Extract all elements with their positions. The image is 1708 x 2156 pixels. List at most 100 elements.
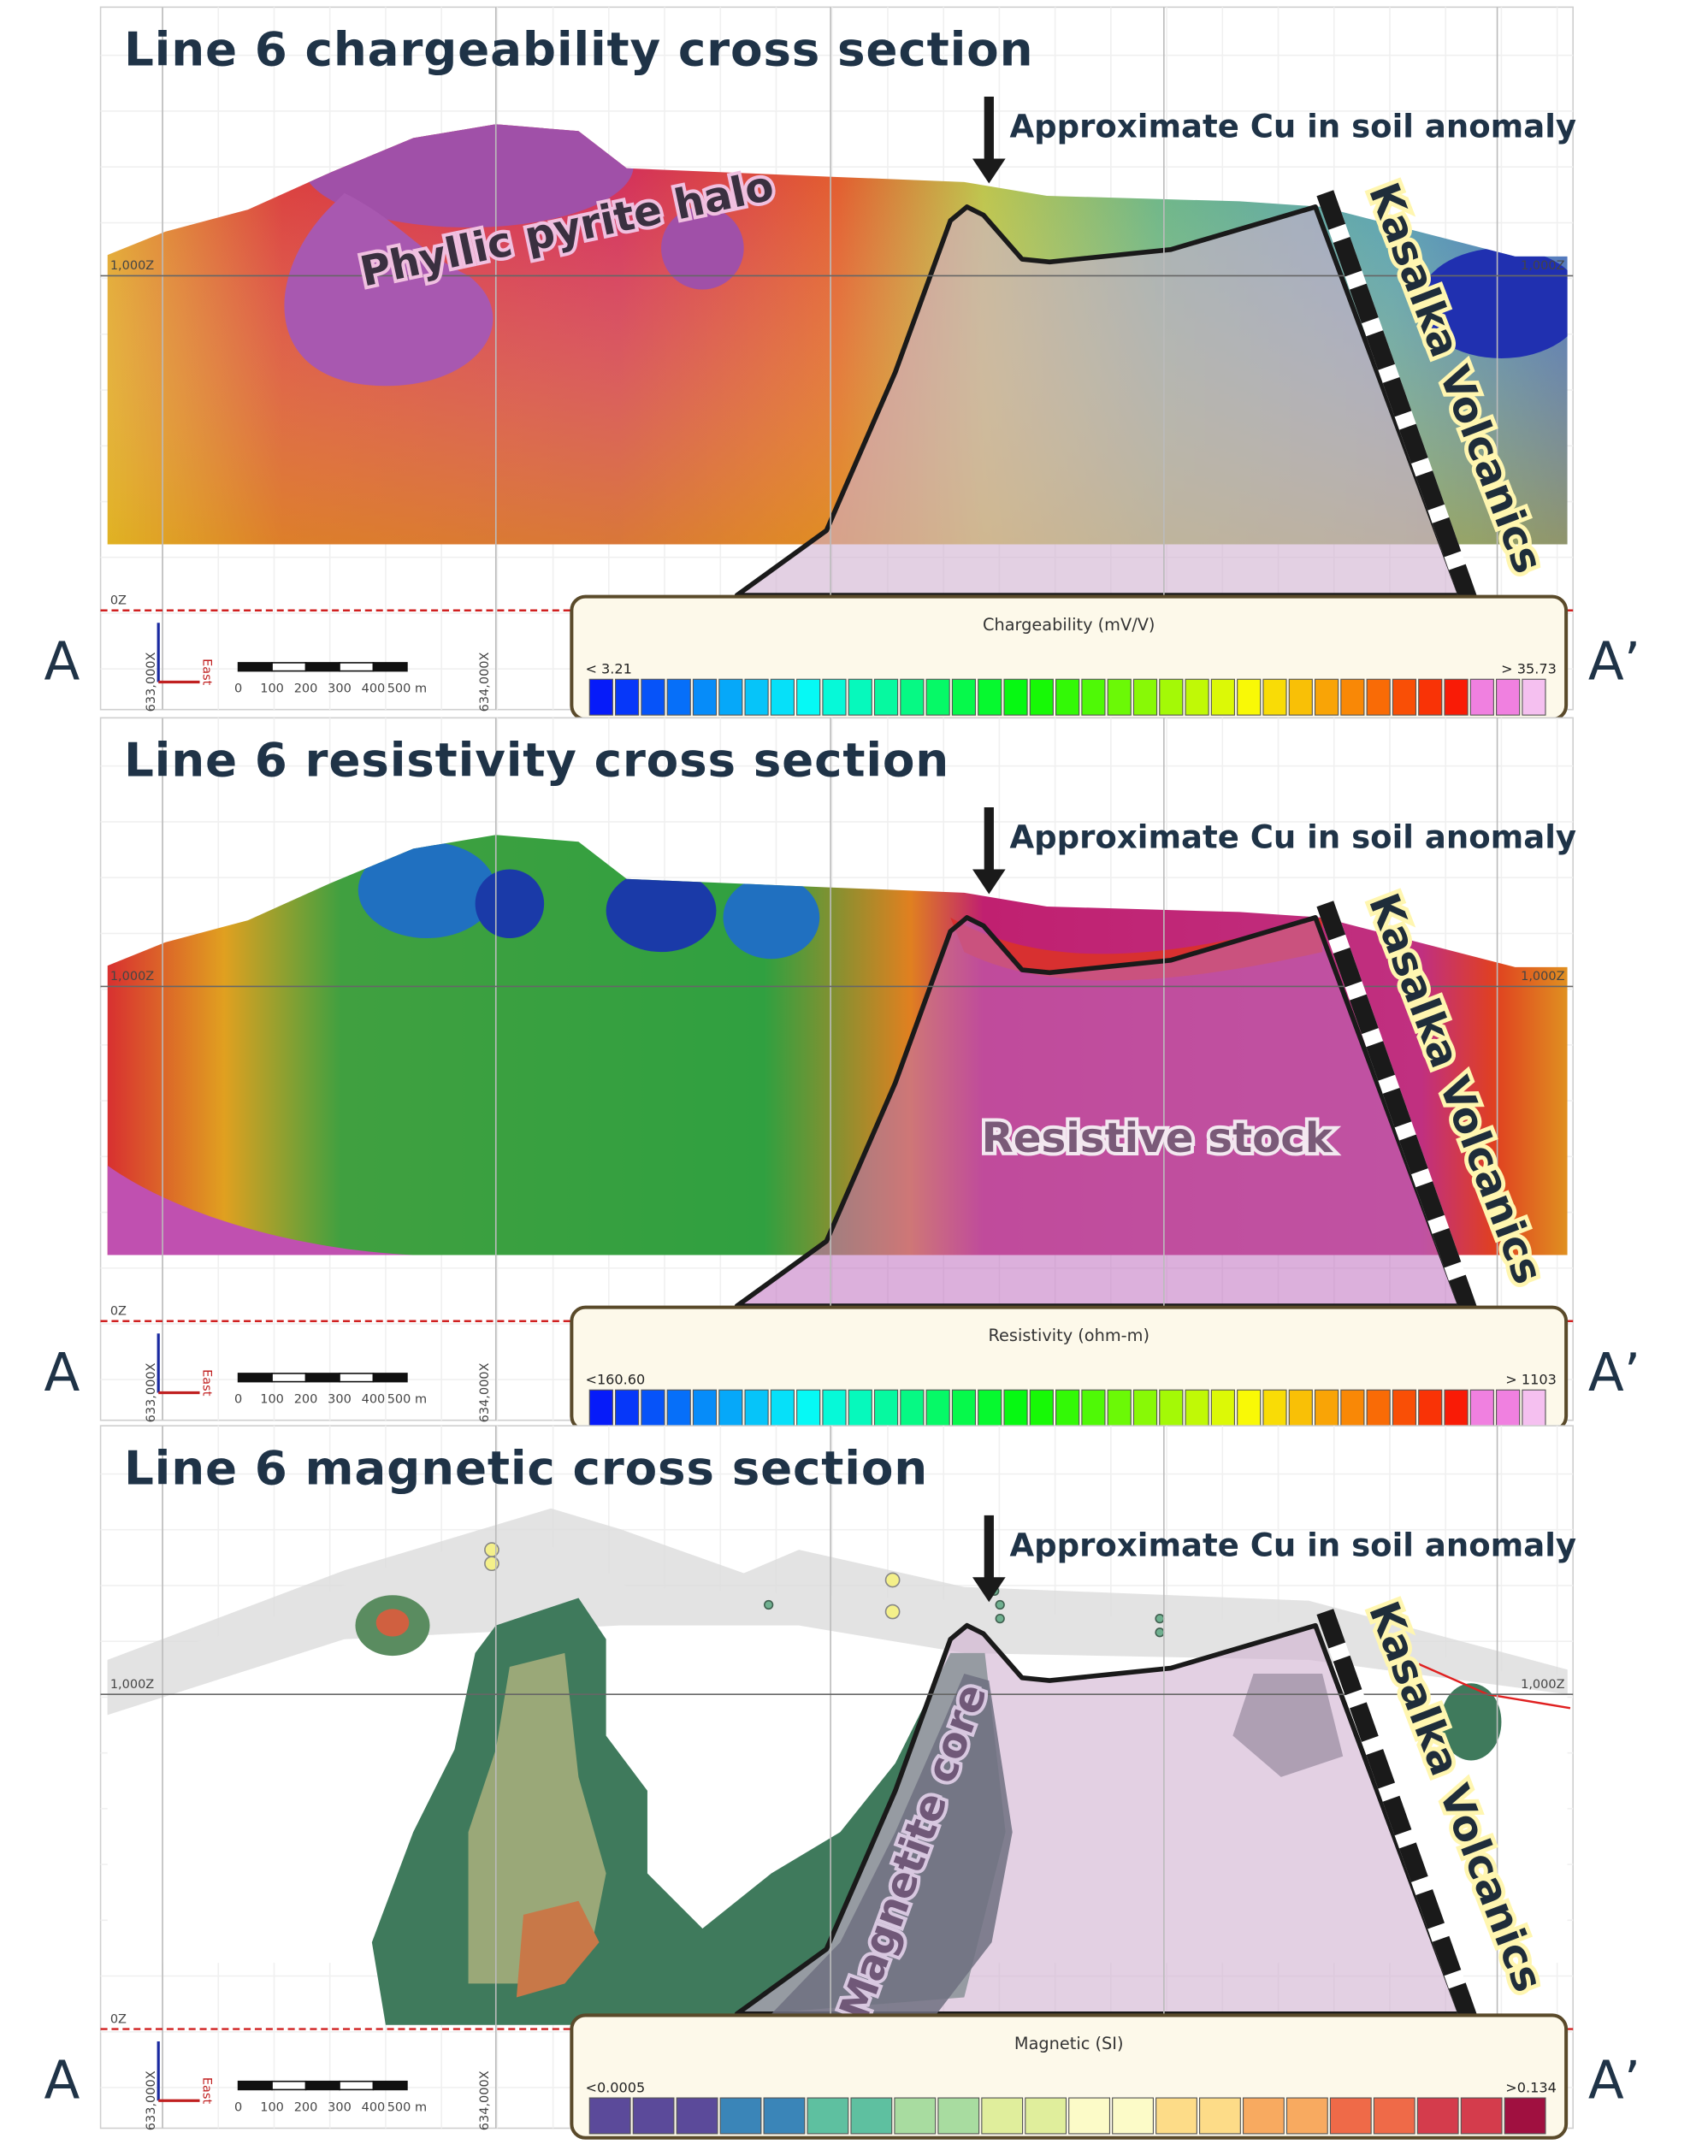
legend-swatch xyxy=(1132,1389,1158,1427)
legend-swatch xyxy=(666,678,691,716)
legend-swatch xyxy=(937,2097,980,2135)
legend-swatch xyxy=(1068,2097,1111,2135)
legend-swatch xyxy=(873,678,899,716)
magnetite-core xyxy=(771,1674,1013,2014)
legend-swatch xyxy=(641,678,665,716)
legend-swatch xyxy=(763,2097,806,2135)
elevation-label: 1,000Z xyxy=(1521,259,1564,273)
high-resistivity xyxy=(107,1165,414,1255)
legend-swatch xyxy=(692,678,718,716)
fault-line xyxy=(1316,901,1480,1320)
elevation-label: 1,000Z xyxy=(1521,970,1564,983)
legend-swatch xyxy=(1288,678,1313,716)
legend-swatch xyxy=(1055,678,1080,716)
legend-swatch xyxy=(744,678,769,716)
legend-swatch xyxy=(925,1389,950,1427)
title: Line 6 magnetic cross section xyxy=(124,1440,928,1495)
scale-label: 400 xyxy=(362,1393,386,1407)
drillhole-point xyxy=(884,1604,901,1620)
legend-swatch xyxy=(1496,1389,1521,1427)
legend-swatch xyxy=(1329,2097,1372,2135)
stock-outline xyxy=(734,915,1463,1308)
scale-segment xyxy=(271,2080,307,2091)
title: Line 6 chargeability cross section xyxy=(124,22,1033,77)
anomaly-arrowhead xyxy=(972,869,1006,895)
legend-swatch xyxy=(1237,1389,1262,1427)
legend-swatch xyxy=(615,1389,640,1427)
scale-label: 500 m xyxy=(387,1393,427,1407)
legend-swatch xyxy=(822,678,847,716)
legend-swatch xyxy=(1025,2097,1067,2135)
axis-label: East xyxy=(200,2077,214,2105)
elevation-label: 1,000Z xyxy=(110,1678,154,1692)
easting-label: 634,000X xyxy=(478,2070,492,2130)
legend-swatch xyxy=(1469,1389,1494,1427)
sample-point xyxy=(764,1599,774,1610)
elevation-label: 1,000Z xyxy=(110,259,154,273)
magnetic-body xyxy=(1440,1683,1502,1761)
easting-label: 633,000X xyxy=(145,1363,158,1423)
legend-swatch xyxy=(1496,678,1521,716)
sample-point xyxy=(1155,1613,1165,1624)
legend-swatch xyxy=(770,678,795,716)
scale-label: 200 xyxy=(294,2100,318,2114)
scale-segment xyxy=(339,2080,375,2091)
legend-swatch xyxy=(1081,678,1106,716)
section-end: A xyxy=(44,2051,80,2112)
legend-swatch xyxy=(1081,1389,1106,1427)
legend-swatch xyxy=(796,678,821,716)
legend-swatch xyxy=(666,1389,691,1427)
scale-segment xyxy=(237,662,273,672)
stock-outline xyxy=(734,204,1463,598)
legend-swatch xyxy=(822,1389,847,1427)
legend-swatch xyxy=(744,1389,769,1427)
legend-swatch xyxy=(1112,2097,1154,2135)
fault-line xyxy=(1316,1609,1480,2029)
elevation-label: 0Z xyxy=(110,2012,127,2026)
legend-swatch xyxy=(807,2097,849,2135)
legend-swatch xyxy=(981,2097,1024,2135)
legend-swatch xyxy=(1237,678,1262,716)
legend-swatch xyxy=(1262,678,1287,716)
legend-title: Chargeability (mV/V) xyxy=(983,615,1155,635)
legend-title: Resistivity (ohm-m) xyxy=(988,1326,1150,1345)
legend-swatch xyxy=(1107,678,1132,716)
legend-swatch xyxy=(796,1389,821,1427)
topography xyxy=(107,1508,1568,1716)
legend-swatch xyxy=(588,1389,613,1427)
legend-swatch xyxy=(719,2097,762,2135)
scale-segment xyxy=(304,662,340,672)
legend-max: > 1103 xyxy=(1505,1372,1557,1388)
drillhole-point xyxy=(484,1542,499,1557)
legend-swatch xyxy=(1314,1389,1339,1427)
scale-label: 100 xyxy=(260,682,284,696)
scale-label: 500 m xyxy=(387,682,427,696)
scale-segment xyxy=(271,1373,307,1383)
legend-min: < 3.21 xyxy=(585,660,631,676)
sample-point xyxy=(995,1599,1005,1610)
scale-segment xyxy=(372,2080,408,2091)
legend-swatch xyxy=(978,1389,1002,1427)
section-end: A’ xyxy=(1588,632,1640,693)
elevation-label: 1,000Z xyxy=(1521,1678,1564,1692)
legend-swatch xyxy=(1242,2097,1285,2135)
magnetic-body-mid xyxy=(468,1652,606,1984)
legend-swatch xyxy=(1029,678,1054,716)
legend-swatch xyxy=(1159,678,1184,716)
scale-label: 200 xyxy=(294,682,318,696)
legend-swatch xyxy=(1288,1389,1313,1427)
legend-swatch xyxy=(1055,1389,1080,1427)
section-end: A xyxy=(44,632,80,693)
legend-swatch xyxy=(1366,1389,1391,1427)
high-chargeability xyxy=(661,206,744,290)
legend-swatch xyxy=(1185,1389,1209,1427)
magnetic-body-high xyxy=(516,1900,600,1998)
anomaly-arrowhead xyxy=(972,1577,1006,1603)
legend-swatch xyxy=(641,1389,665,1427)
scale-label: 300 xyxy=(328,682,352,696)
legend-swatch xyxy=(1416,2097,1459,2135)
zone-label: Resistive stock xyxy=(982,1114,1334,1162)
legend-swatch xyxy=(951,678,977,716)
axis-label: East xyxy=(200,1369,214,1397)
